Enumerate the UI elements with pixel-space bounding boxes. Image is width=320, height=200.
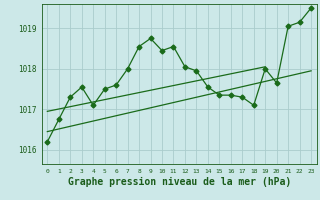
X-axis label: Graphe pression niveau de la mer (hPa): Graphe pression niveau de la mer (hPa): [68, 177, 291, 187]
